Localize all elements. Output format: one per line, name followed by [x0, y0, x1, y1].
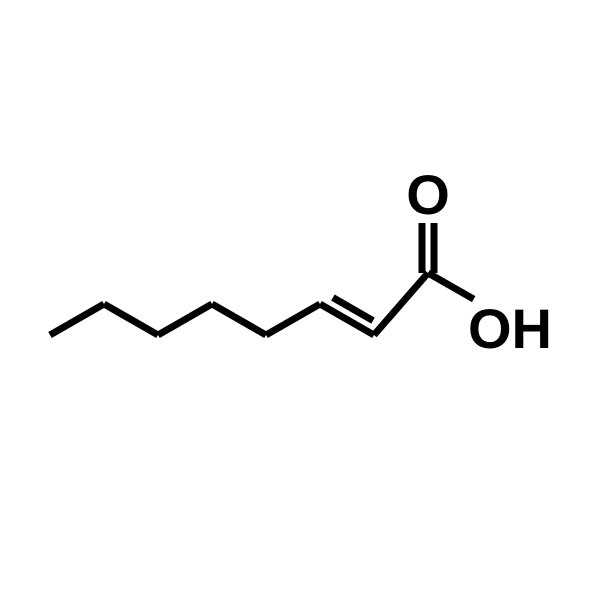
atom-label-O1: O	[406, 163, 450, 226]
molecule-diagram: O OH	[0, 0, 600, 600]
atom-label-O2: OH	[468, 297, 552, 360]
